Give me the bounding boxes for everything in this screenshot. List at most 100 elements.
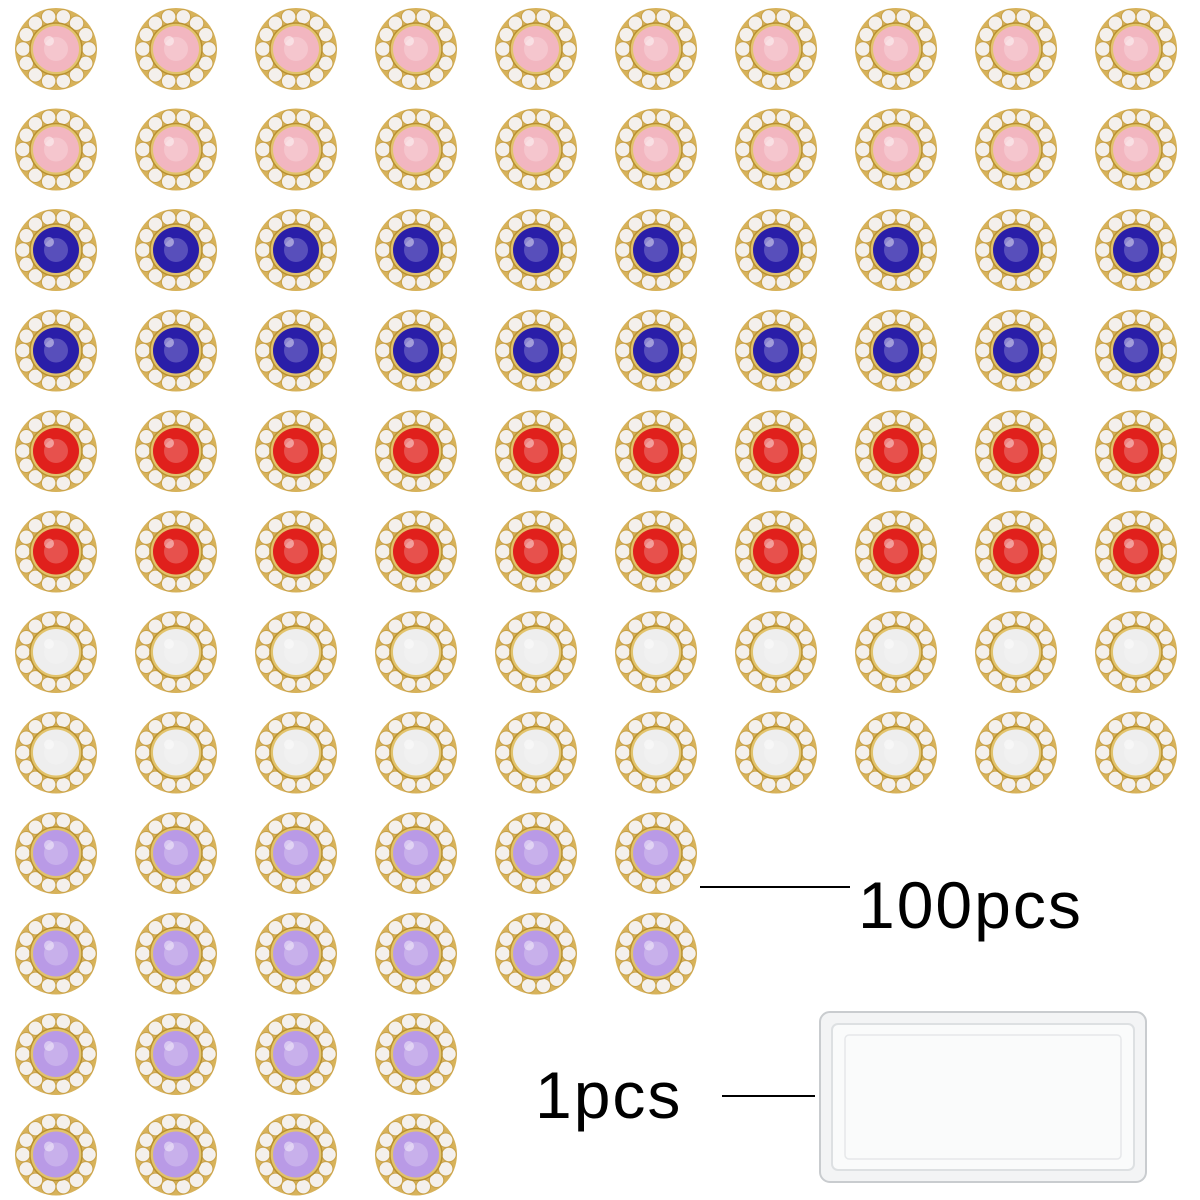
stone-facet <box>284 37 308 61</box>
small-stone <box>27 368 44 385</box>
small-stone <box>668 517 685 534</box>
center-stone <box>1113 227 1159 273</box>
small-stone <box>775 274 792 290</box>
small-stone <box>175 109 192 126</box>
stone-facet <box>884 37 908 61</box>
rhinestone <box>375 1113 457 1196</box>
small-stone <box>147 770 164 787</box>
stone-facet <box>404 841 428 865</box>
small-stone <box>908 115 925 132</box>
small-stone <box>548 770 565 787</box>
stone-highlight <box>1004 36 1014 46</box>
center-stone <box>753 227 799 273</box>
small-stone <box>147 871 164 887</box>
stone-facet <box>524 640 548 664</box>
small-stone <box>55 173 72 190</box>
center-stone <box>393 729 439 776</box>
center-stone <box>513 930 559 977</box>
center-stone <box>1113 528 1159 575</box>
small-stone <box>1000 575 1017 592</box>
small-stone <box>280 511 297 528</box>
small-stone <box>295 475 312 491</box>
small-stone <box>775 173 792 190</box>
small-stone <box>255 845 271 861</box>
center-stone <box>513 830 559 876</box>
rhinestone <box>855 209 937 291</box>
small-stone <box>1107 718 1124 735</box>
small-stone <box>295 210 312 226</box>
small-stone <box>255 443 271 459</box>
stone-facet <box>404 740 428 765</box>
small-stone <box>280 612 297 628</box>
small-stone <box>81 443 97 459</box>
small-stone <box>387 469 404 485</box>
small-stone <box>1161 141 1177 158</box>
small-stone <box>1107 368 1124 385</box>
small-stone <box>788 67 805 83</box>
small-stone <box>280 676 297 692</box>
small-stone <box>760 676 777 692</box>
small-stone <box>507 316 524 333</box>
center-stone <box>393 830 439 876</box>
small-stone <box>548 670 565 686</box>
small-stone <box>788 417 805 433</box>
small-stone <box>40 173 57 190</box>
stone-facet <box>764 539 788 564</box>
center-stone <box>873 327 919 374</box>
stone-facet <box>524 439 548 463</box>
small-stone <box>15 1146 31 1163</box>
small-stone <box>81 1046 97 1062</box>
small-stone <box>160 511 177 528</box>
stone-highlight <box>284 237 294 247</box>
small-stone <box>535 813 552 829</box>
rhinestone <box>255 711 337 794</box>
stone-highlight <box>884 639 894 649</box>
stone-facet <box>884 338 908 363</box>
small-stone <box>548 368 565 385</box>
small-stone <box>535 712 552 729</box>
small-stone <box>147 167 164 184</box>
stone-facet <box>644 539 668 564</box>
small-stone <box>867 718 884 735</box>
small-stone <box>387 1172 404 1189</box>
small-stone <box>520 877 537 893</box>
small-stone <box>160 9 177 25</box>
rhinestone <box>495 108 577 191</box>
stone-highlight <box>164 739 174 750</box>
small-stone <box>201 443 217 459</box>
small-stone <box>55 511 72 528</box>
stone-facet <box>164 338 188 363</box>
small-stone <box>880 173 897 190</box>
small-stone <box>15 41 31 57</box>
small-stone <box>1120 310 1137 327</box>
small-stone <box>415 676 432 692</box>
small-stone <box>400 173 417 190</box>
stone-highlight <box>44 337 54 348</box>
stone-facet <box>764 37 788 61</box>
small-stone <box>321 744 337 761</box>
small-stone <box>775 9 792 25</box>
rhinestone <box>15 1013 97 1095</box>
small-stone <box>267 15 284 31</box>
small-stone <box>895 612 912 628</box>
small-stone <box>1148 368 1165 385</box>
small-stone <box>1028 718 1045 735</box>
small-stone <box>415 210 432 226</box>
small-stone <box>507 15 524 31</box>
small-stone <box>975 744 991 761</box>
small-stone <box>27 1120 44 1137</box>
small-stone <box>201 242 217 258</box>
rhinestone <box>255 510 337 593</box>
stone-facet <box>44 1142 68 1167</box>
small-stone <box>267 115 284 132</box>
small-stone <box>655 712 672 729</box>
small-stone <box>175 1114 192 1131</box>
small-stone <box>267 718 284 735</box>
stone-highlight <box>404 1041 414 1051</box>
small-stone <box>400 1114 417 1131</box>
rhinestone <box>735 8 817 90</box>
small-stone <box>375 242 391 258</box>
small-stone <box>147 1172 164 1189</box>
small-stone <box>267 670 284 686</box>
stone-highlight <box>284 940 294 951</box>
